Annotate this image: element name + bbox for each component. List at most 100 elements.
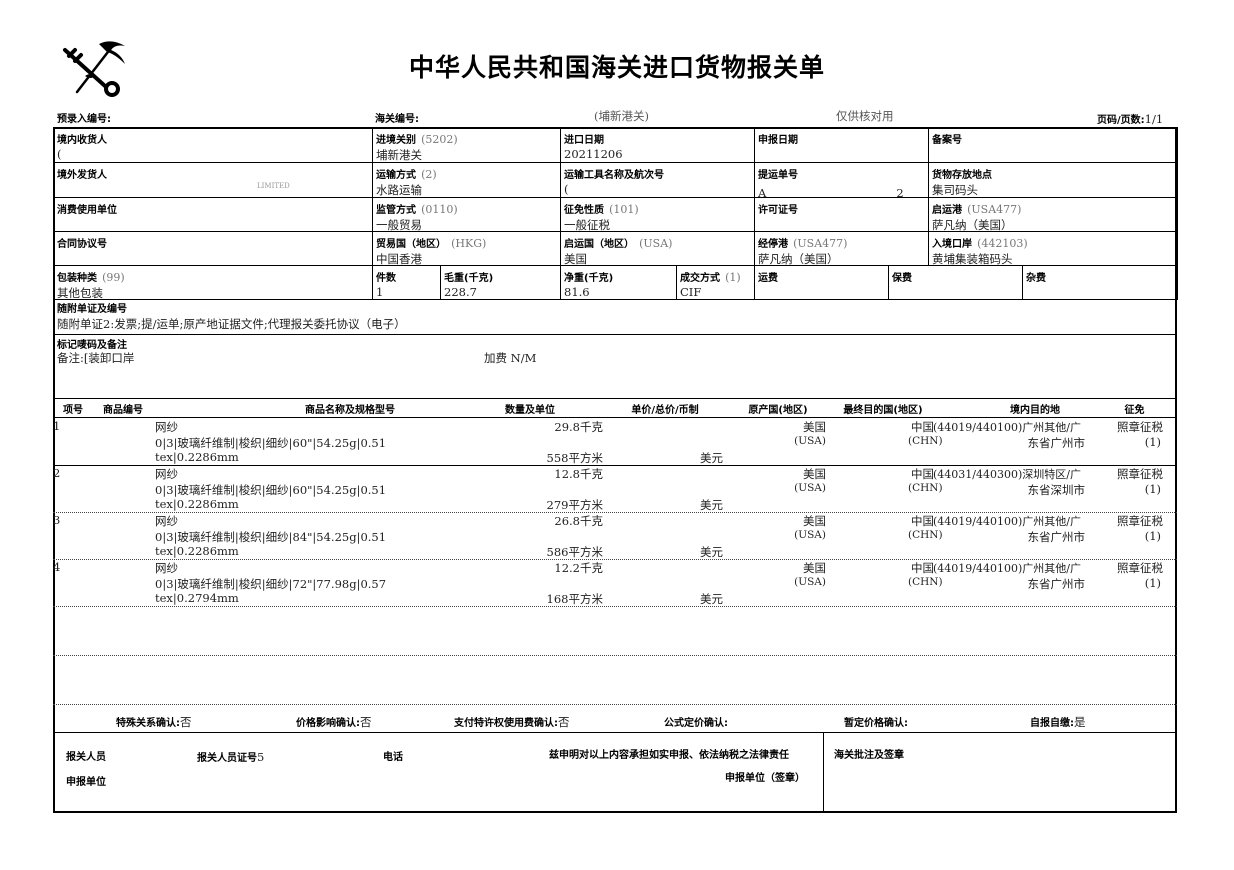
item-domestic-dest-cont: 东省广州市 bbox=[1027, 530, 1086, 544]
field-entry_customs: 进境关别 (5202) 埔新港关 bbox=[372, 127, 561, 163]
broker-id: 报关人员证号5 bbox=[197, 746, 264, 765]
table-row: 3 网纱 0|3|玻璃纤维制|梭织|细纱|84"|54.25g|0.51 tex… bbox=[53, 512, 1177, 559]
item-currency: 美元 bbox=[700, 592, 723, 606]
trade_country-label: 贸易国（地区） bbox=[376, 239, 446, 250]
freight-label: 运费 bbox=[758, 273, 778, 284]
field-origin_country: 启运国（地区） (USA) 美国 bbox=[560, 231, 755, 266]
item-qty-weight: 29.8千克 bbox=[554, 420, 603, 434]
documents-value: 随附单证2:发票;提/运单;原产地证据文件;代理报关委托协议（电子） bbox=[57, 317, 406, 331]
field-entry_port: 入境口岸 (442103) 黄埔集装箱码头 bbox=[928, 231, 1178, 266]
item-name: 网纱 bbox=[155, 561, 178, 575]
item-levy-code: (1) bbox=[1144, 576, 1161, 590]
trade_country-code: (HKG) bbox=[451, 237, 487, 250]
item-qty-weight: 12.8千克 bbox=[554, 467, 603, 481]
field-levy_nature: 征免性质 (101) 一般征税 bbox=[560, 197, 755, 232]
package_type-value: 其他包装 bbox=[57, 286, 103, 300]
table-row: 4 网纱 0|3|玻璃纤维制|梭织|细纱|72"|77.98g|0.57 tex… bbox=[53, 559, 1177, 606]
field-net_weight: 净重(千克) 81.6 bbox=[560, 265, 677, 300]
origin_country-value: 美国 bbox=[564, 252, 587, 266]
bill_no-label: 提运单号 bbox=[758, 170, 798, 181]
item-levy: 照章征税 bbox=[1117, 420, 1163, 434]
package_type-label: 包装种类 bbox=[57, 273, 97, 284]
item-origin-code: (USA) bbox=[794, 482, 826, 494]
item-dest-code: (CHN) bbox=[908, 576, 943, 588]
declaration-form bbox=[53, 127, 1177, 813]
transport_mode-label: 运输方式 bbox=[376, 170, 416, 181]
broker-id-value: 5 bbox=[257, 750, 265, 764]
item-no: 3 bbox=[53, 513, 61, 527]
record_no-label: 备案号 bbox=[932, 135, 962, 146]
items-header-col: 境内目的地 bbox=[1010, 405, 1060, 416]
pre-entry-no-label: 预录入编号: bbox=[57, 114, 111, 125]
bill_no-value-suffix: 2 bbox=[896, 186, 904, 198]
page-title: 中华人民共和国海关进口货物报关单 bbox=[408, 53, 825, 82]
item-levy: 照章征税 bbox=[1117, 561, 1163, 575]
declaration-statement: 兹申明对以上内容承担如实申报、依法纳税之法律责任 bbox=[549, 750, 789, 761]
marks-label: 标记唛码及备注 bbox=[57, 340, 127, 351]
confirm-label: 支付特许权使用费确认: bbox=[454, 718, 558, 729]
supervision-value: 一般贸易 bbox=[376, 218, 422, 232]
confirm-item: 支付特许权使用费确认:否 bbox=[454, 711, 570, 730]
customs-office: (埔新港关) bbox=[594, 109, 649, 123]
items-header-col: 最终目的国(地区) bbox=[843, 405, 923, 416]
storage_place-value: 集司码头 bbox=[932, 183, 978, 197]
confirm-label: 公式定价确认: bbox=[664, 718, 728, 729]
item-qty-weight: 26.8千克 bbox=[554, 514, 603, 528]
item-dest: 中国 bbox=[911, 514, 934, 528]
item-levy-code: (1) bbox=[1144, 435, 1161, 449]
pieces-value: 1 bbox=[376, 285, 384, 299]
item-origin: 美国 bbox=[803, 514, 826, 528]
entry_customs-code: (5202) bbox=[421, 133, 458, 146]
item-qty-area: 586平方米 bbox=[546, 545, 603, 559]
page-indicator: 页码/页数:1/1 bbox=[1097, 108, 1163, 127]
items-header-col: 数量及单位 bbox=[505, 405, 555, 416]
item-domestic-dest: (44019/440100)广州其他/广 bbox=[933, 562, 1081, 575]
item-domestic-dest-cont: 东省深圳市 bbox=[1027, 483, 1086, 497]
items-header-col: 征免 bbox=[1124, 405, 1145, 416]
confirm-value: 否 bbox=[558, 715, 570, 729]
entry_port-code: (442103) bbox=[977, 237, 1028, 250]
consumer-label: 消费使用单位 bbox=[57, 205, 117, 216]
levy_nature-code: (101) bbox=[609, 203, 639, 216]
field-contract_no: 合同协议号 bbox=[53, 231, 373, 266]
field-import_date: 进口日期 20211206 bbox=[560, 127, 755, 163]
item-domestic-dest: (44031/440300)深圳特区/广 bbox=[933, 468, 1081, 481]
field-consumer: 消费使用单位 bbox=[53, 197, 373, 232]
footer-divider bbox=[823, 732, 824, 813]
items-header-col: 商品名称及规格型号 bbox=[305, 405, 395, 416]
item-levy: 照章征税 bbox=[1117, 514, 1163, 528]
item-origin-code: (USA) bbox=[794, 529, 826, 541]
entry_port-value: 黄埔集装箱码头 bbox=[932, 252, 1013, 266]
import_date-value: 20211206 bbox=[564, 147, 623, 161]
confirm-item: 自报自缴:是 bbox=[1030, 711, 1086, 730]
item-spec-cont: tex|0.2286mm bbox=[155, 544, 239, 558]
supervision-label: 监管方式 bbox=[376, 205, 416, 216]
departure_port-label: 启运港 bbox=[932, 205, 962, 216]
consignee-label: 境内收货人 bbox=[57, 135, 107, 146]
insurance-label: 保费 bbox=[892, 273, 912, 284]
declare-unit-label: 申报单位 bbox=[66, 777, 106, 788]
item-dest-code: (CHN) bbox=[908, 435, 943, 447]
confirm-item: 公式定价确认: bbox=[664, 711, 728, 730]
field-transport_mode: 运输方式 (2) 水路运输 bbox=[372, 162, 561, 198]
deal_mode-value: CIF bbox=[680, 285, 702, 299]
field-freight: 运费 bbox=[754, 265, 889, 300]
item-levy-code: (1) bbox=[1144, 529, 1161, 543]
item-origin: 美国 bbox=[803, 420, 826, 434]
items-header-col: 单价/总价/币制 bbox=[631, 405, 699, 416]
item-dest: 中国 bbox=[911, 467, 934, 481]
item-dest: 中国 bbox=[911, 561, 934, 575]
item-origin-code: (USA) bbox=[794, 435, 826, 447]
transport_mode-code: (2) bbox=[421, 168, 437, 181]
declare_date-label: 申报日期 bbox=[758, 135, 798, 146]
page-label: 页码/页数: bbox=[1097, 115, 1145, 126]
table-row: 1 网纱 0|3|玻璃纤维制|梭织|细纱|60"|54.25g|0.51 tex… bbox=[53, 418, 1177, 465]
item-origin-code: (USA) bbox=[794, 576, 826, 588]
field-trade_country: 贸易国（地区） (HKG) 中国香港 bbox=[372, 231, 561, 266]
item-spec-cont: tex|0.2286mm bbox=[155, 497, 239, 511]
item-origin: 美国 bbox=[803, 561, 826, 575]
field-vessel: 运输工具名称及航次号 ( bbox=[560, 162, 755, 198]
bill_no-value: A bbox=[758, 186, 767, 198]
deal_mode-code: (1) bbox=[725, 271, 741, 284]
transit_port-code: (USA477) bbox=[793, 237, 848, 250]
